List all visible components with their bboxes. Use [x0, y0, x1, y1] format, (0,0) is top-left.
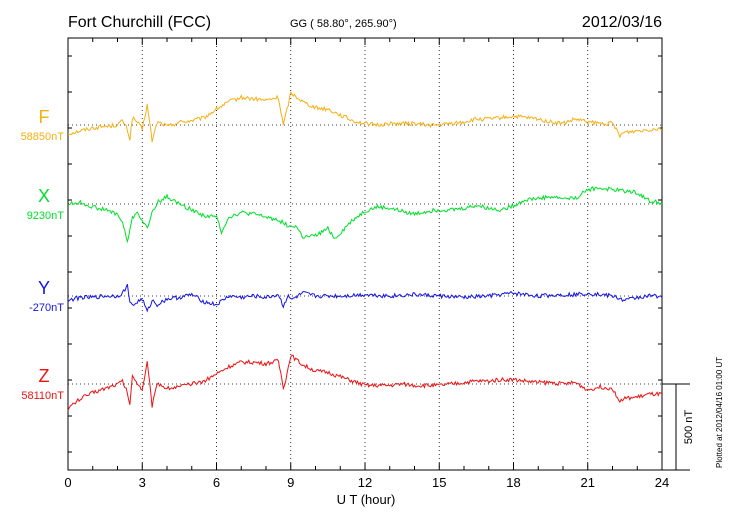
- series-name-y: Y: [38, 278, 50, 298]
- x-tick-label: 9: [287, 475, 294, 490]
- series-name-f: F: [39, 107, 50, 127]
- x-axis-label: U T (hour): [337, 492, 396, 507]
- trace-y: [67, 284, 663, 313]
- series-baseline-z: 58110nT: [21, 390, 64, 402]
- scale-bar: 500 nT: [662, 383, 695, 471]
- x-tick-label: 12: [358, 475, 372, 490]
- trace-x: [67, 186, 663, 244]
- trace-f: [67, 90, 663, 143]
- x-tick-label: 18: [506, 475, 520, 490]
- series-baseline-x: 9230nT: [27, 210, 65, 222]
- trace-group: [67, 90, 663, 411]
- chart-date: 2012/03/16: [582, 14, 662, 31]
- series-baseline-f: 58850nT: [21, 131, 65, 143]
- x-tick-label: 6: [213, 475, 220, 490]
- series-name-x: X: [38, 186, 50, 206]
- x-tick-label: 21: [581, 475, 595, 490]
- series-labels: F 58850nT X 9230nT Y -270nT Z 58110nT: [21, 107, 65, 402]
- plotted-note: Plotted at 2012/04/16 01:00 UT: [715, 357, 724, 468]
- scale-bar-label: 500 nT: [683, 410, 695, 445]
- station-title: Fort Churchill (FCC): [68, 14, 211, 31]
- x-tick-label: 24: [655, 475, 669, 490]
- station-coords: GG ( 58.80°, 265.90°): [290, 18, 397, 30]
- x-tick-label: 3: [139, 475, 146, 490]
- series-baseline-y: -270nT: [29, 302, 64, 314]
- x-tick-label: 0: [64, 475, 71, 490]
- grid-lines: [68, 38, 662, 470]
- axis-ticks: [67, 38, 663, 470]
- x-tick-label: 15: [432, 475, 446, 490]
- x-tick-labels: 0 3 6 9 12 15 18 21 24: [64, 475, 669, 490]
- trace-z: [67, 354, 663, 411]
- plot-frame: [67, 37, 663, 471]
- series-name-z: Z: [39, 366, 50, 386]
